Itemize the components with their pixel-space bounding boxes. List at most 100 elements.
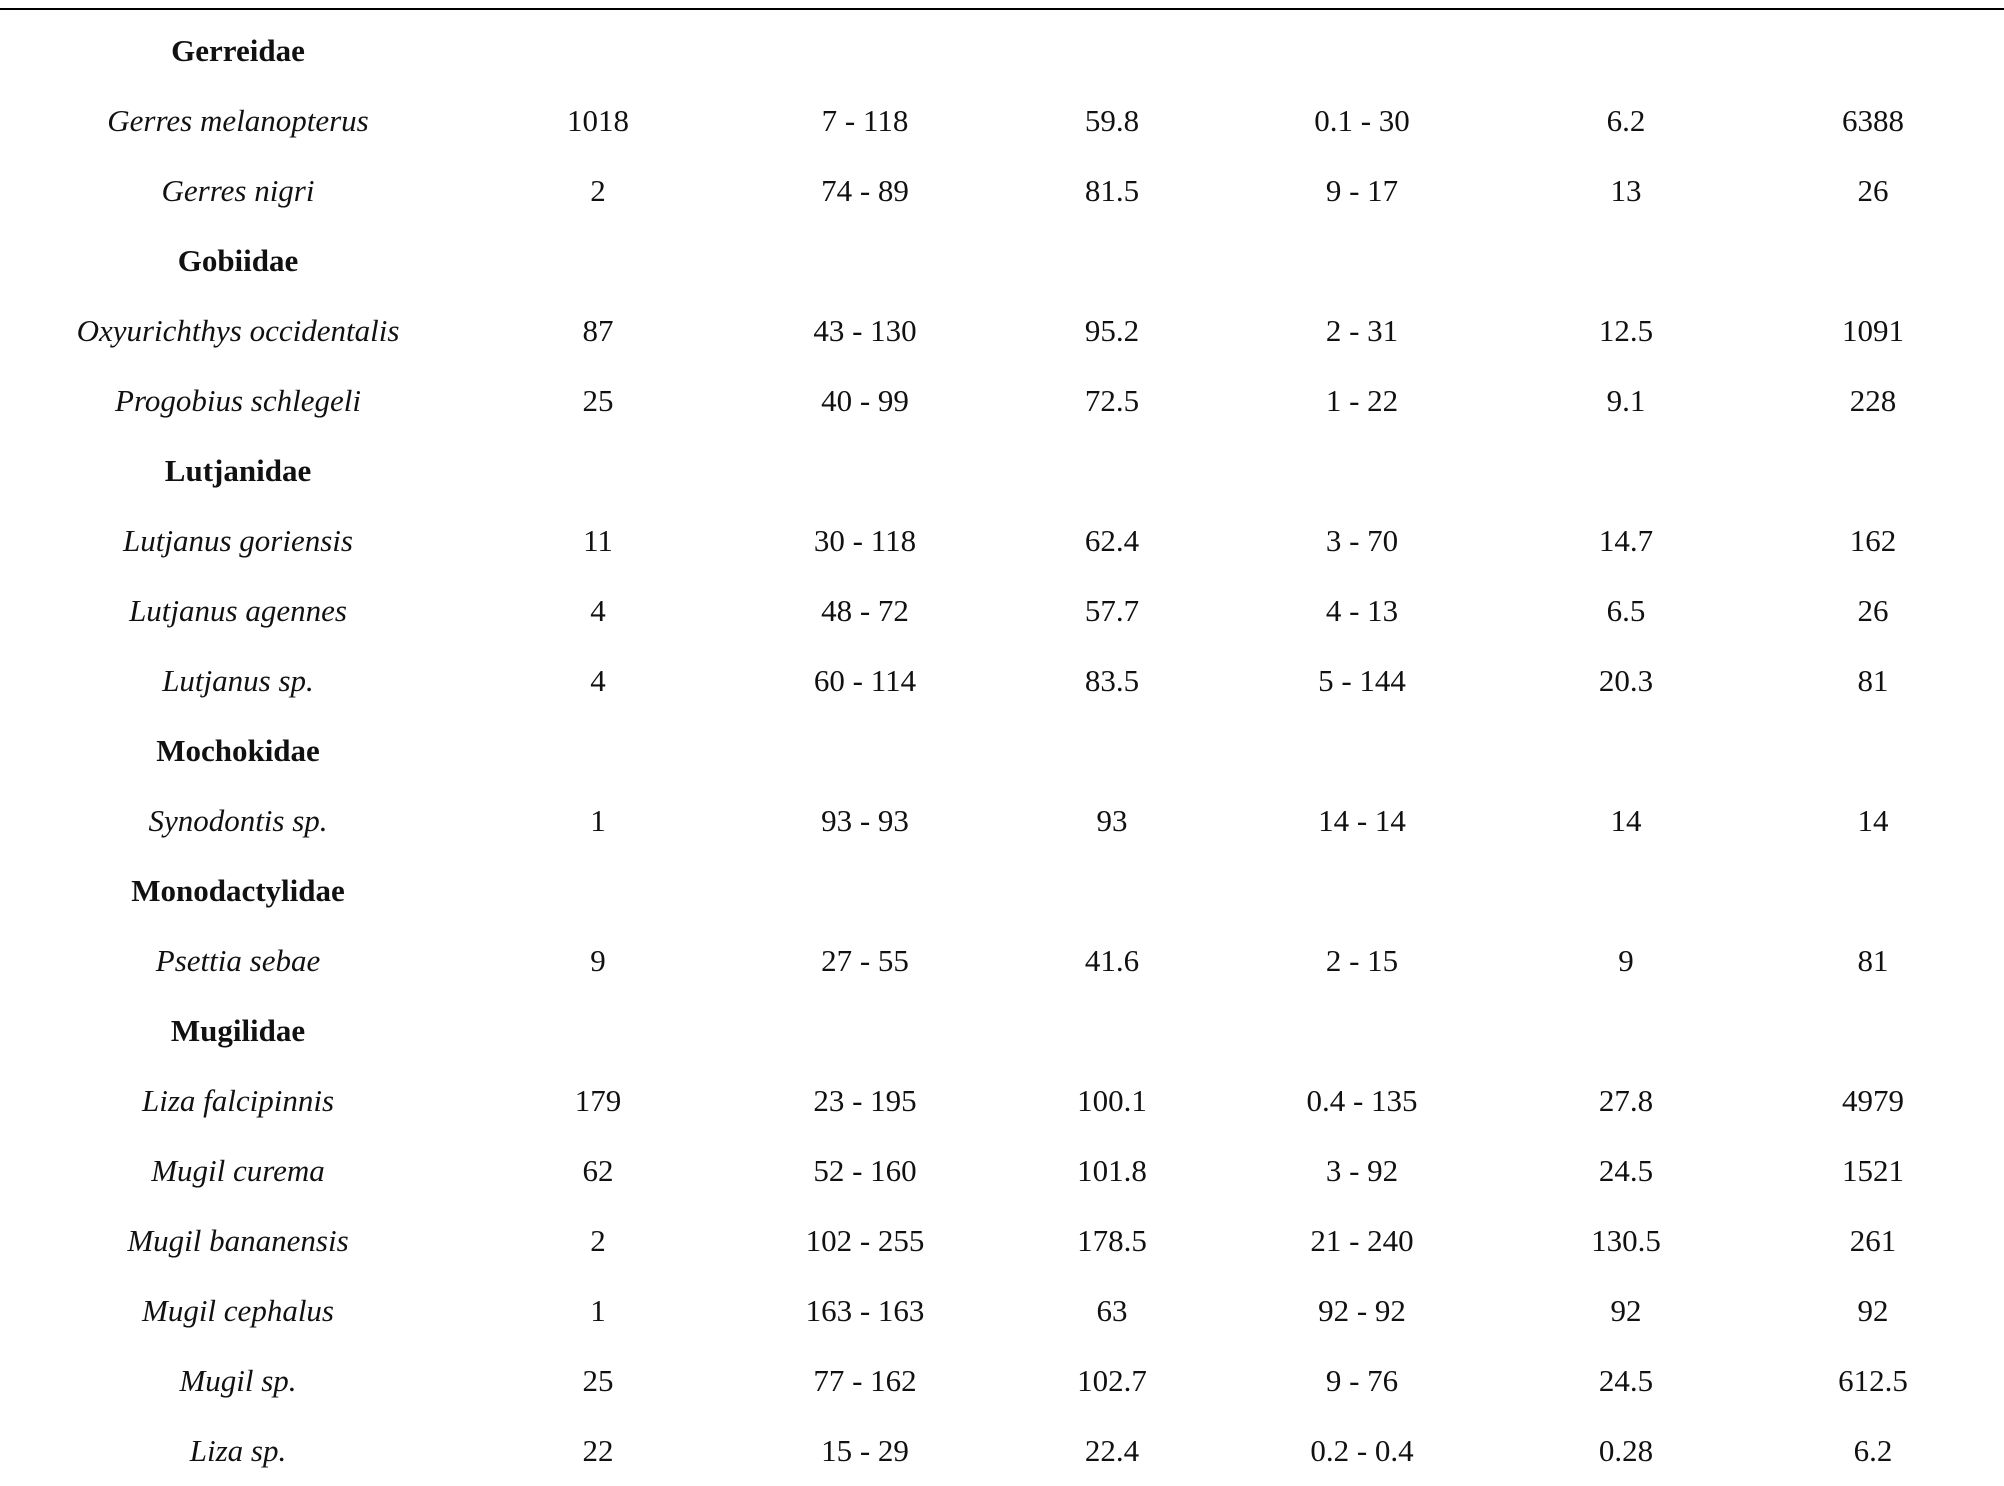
value-cell: 23 - 195 [813, 1083, 917, 1118]
family-row: Gerreidae [0, 16, 2004, 86]
value-cell: 0.1 - 30 [1314, 103, 1410, 138]
value-cell: 81 [1857, 943, 1889, 978]
value-cell: 9 - 17 [1325, 173, 1399, 208]
table-row: Psettia sebae 9 27 - 55 41.6 2 - 15 9 81 [0, 926, 2004, 996]
empty-cell [1010, 716, 1214, 786]
table-row: Gerres melanopterus 1018 7 - 118 59.8 0.1 - … [0, 86, 2004, 156]
empty-cell [476, 226, 720, 296]
value-cell: 25 [582, 1363, 614, 1398]
value-cell: 74 - 89 [821, 173, 909, 208]
table-row: Synodontis sp. 1 93 - 93 93 14 - 14 14 14 [0, 786, 2004, 856]
table-row: Lutjanus goriensis 11 30 - 118 62.4 3 - 70 14… [0, 506, 2004, 576]
value-cell: 4 [590, 663, 606, 698]
value-cell: 0.2 - 0.4 [1310, 1433, 1414, 1468]
table-row: Lutjanus sp. 4 60 - 114 83.5 5 - 144 20.3 81 [0, 646, 2004, 716]
value-cell: 81.5 [1084, 173, 1140, 208]
empty-cell [720, 16, 1010, 86]
value-cell: 228 [1849, 383, 1897, 418]
empty-cell [720, 436, 1010, 506]
value-cell: 4979 [1842, 1083, 1904, 1118]
value-cell: 27.8 [1598, 1083, 1654, 1118]
value-cell: 22 [582, 1433, 614, 1468]
value-cell: 612.5 [1838, 1363, 1908, 1398]
species-name: Lutjanus goriensis [123, 523, 353, 558]
value-cell: 26 [1857, 593, 1889, 628]
value-cell: 26 [1857, 173, 1889, 208]
family-name: Gerreidae [171, 33, 305, 68]
value-cell: 41.6 [1084, 943, 1140, 978]
value-cell: 3 - 70 [1325, 523, 1399, 558]
empty-cell [1010, 226, 1214, 296]
value-cell: 100.1 [1077, 1083, 1147, 1118]
value-cell: 13 [1610, 173, 1642, 208]
table-row: Lutjanus agennes 4 48 - 72 57.7 4 - 13 6.5 26 [0, 576, 2004, 646]
empty-cell [1742, 856, 2004, 926]
table-row: Mugil sp. 25 77 - 162 102.7 9 - 76 24.5 612.5 [0, 1346, 2004, 1416]
empty-cell [1742, 436, 2004, 506]
table-top-rule [0, 8, 2004, 10]
family-name: Mugilidae [170, 1013, 306, 1048]
value-cell: 162 [1849, 523, 1897, 558]
empty-cell [476, 716, 720, 786]
empty-cell [1510, 716, 1742, 786]
empty-cell [720, 856, 1010, 926]
species-name: Psettia sebae [155, 943, 321, 978]
empty-cell [1214, 16, 1510, 86]
family-name: Lutjanidae [164, 453, 312, 488]
value-cell: 1018 [567, 103, 629, 138]
value-cell: 81 [1857, 663, 1889, 698]
family-name: Gobiidae [177, 243, 299, 278]
empty-cell [1214, 716, 1510, 786]
value-cell: 77 - 162 [813, 1363, 917, 1398]
empty-cell [1742, 996, 2004, 1066]
family-row: Lutjanidae [0, 436, 2004, 506]
value-cell: 163 - 163 [805, 1293, 925, 1328]
table-row: Mugil curema 62 52 - 160 101.8 3 - 92 24.5 152… [0, 1136, 2004, 1206]
family-name: Mochokidae [156, 733, 320, 768]
species-name: Progobius schlegeli [115, 383, 361, 418]
value-cell: 14 [1610, 803, 1642, 838]
empty-cell [476, 436, 720, 506]
value-cell: 92 [1857, 1293, 1889, 1328]
value-cell: 6.2 [1853, 1433, 1893, 1468]
empty-cell [476, 16, 720, 86]
empty-cell [1010, 16, 1214, 86]
value-cell: 9.1 [1606, 383, 1646, 418]
empty-cell [1510, 856, 1742, 926]
value-cell: 14.7 [1598, 523, 1654, 558]
value-cell: 52 - 160 [813, 1153, 917, 1188]
value-cell: 101.8 [1077, 1153, 1147, 1188]
value-cell: 22.4 [1084, 1433, 1140, 1468]
value-cell: 59.8 [1084, 103, 1140, 138]
value-cell: 72.5 [1084, 383, 1140, 418]
empty-cell [1010, 996, 1214, 1066]
value-cell: 92 - 92 [1318, 1293, 1406, 1328]
value-cell: 14 [1857, 803, 1889, 838]
empty-cell [1510, 16, 1742, 86]
value-cell: 60 - 114 [813, 663, 917, 698]
species-name: Mugil curema [151, 1153, 325, 1188]
empty-cell [720, 716, 1010, 786]
species-table: Gerreidae Gerres melanopterus 1018 7 - 118 5… [0, 16, 2004, 1486]
value-cell: 30 - 118 [813, 523, 917, 558]
value-cell: 0.4 - 135 [1306, 1083, 1418, 1118]
empty-cell [476, 996, 720, 1066]
value-cell: 5 - 144 [1318, 663, 1406, 698]
value-cell: 4 - 13 [1325, 593, 1399, 628]
empty-cell [720, 996, 1010, 1066]
table-row: Mugil bananensis 2 102 - 255 178.5 21 - 240 1… [0, 1206, 2004, 1276]
value-cell: 1 [590, 1293, 606, 1328]
empty-cell [1214, 226, 1510, 296]
value-cell: 15 - 29 [821, 1433, 909, 1468]
species-name: Lutjanus sp. [162, 663, 314, 698]
table-row: Liza falcipinnis 179 23 - 195 100.1 0.4 - 13… [0, 1066, 2004, 1136]
value-cell: 11 [583, 523, 613, 558]
species-name: Liza sp. [189, 1433, 287, 1468]
value-cell: 95.2 [1084, 313, 1140, 348]
value-cell: 2 [590, 1223, 606, 1258]
value-cell: 261 [1849, 1223, 1897, 1258]
value-cell: 2 [590, 173, 606, 208]
species-name: Mugil bananensis [127, 1223, 349, 1258]
family-name: Monodactylidae [131, 873, 345, 908]
species-name: Mugil cephalus [142, 1293, 334, 1328]
